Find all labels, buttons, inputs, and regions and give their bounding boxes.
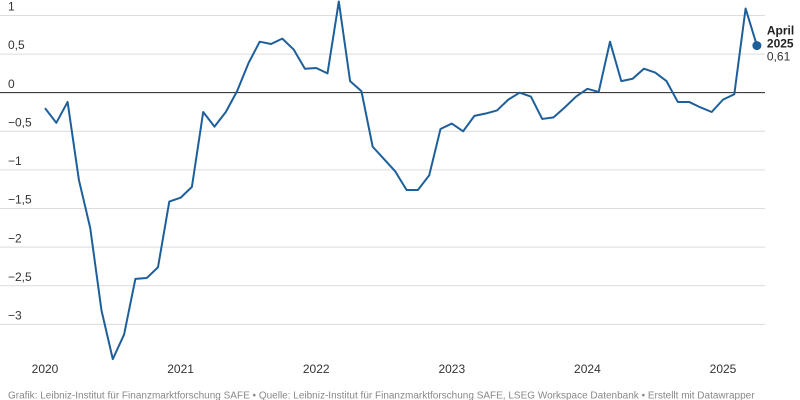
source-note: Grafik: Leibniz-Institut für Finanzmarkt… <box>8 391 755 400</box>
x-tick-label: 2025 <box>710 362 737 376</box>
y-tick-label: 0,5 <box>8 38 25 52</box>
x-tick-label: 2021 <box>167 362 194 376</box>
x-tick-label: 2020 <box>32 362 59 376</box>
x-tick-label: 2023 <box>438 362 465 376</box>
y-tick-label: −2 <box>8 231 22 245</box>
y-tick-label: 0 <box>8 77 15 91</box>
x-tick-label: 2022 <box>303 362 330 376</box>
annotation: April <box>767 24 794 38</box>
series-line <box>44 0 758 361</box>
y-tick-label: −0,5 <box>8 115 32 129</box>
y-tick-label: −3 <box>8 309 22 323</box>
y-tick-label: −1,5 <box>8 193 32 207</box>
y-tick-label: −2,5 <box>8 270 32 284</box>
value-label: 0,61 <box>767 50 791 64</box>
y-tick-label: −1 <box>8 154 22 168</box>
end-point <box>752 41 762 51</box>
x-tick-label: 2024 <box>574 362 601 376</box>
y-tick-label: 1 <box>8 0 15 14</box>
annotation: 2025 <box>767 37 794 51</box>
